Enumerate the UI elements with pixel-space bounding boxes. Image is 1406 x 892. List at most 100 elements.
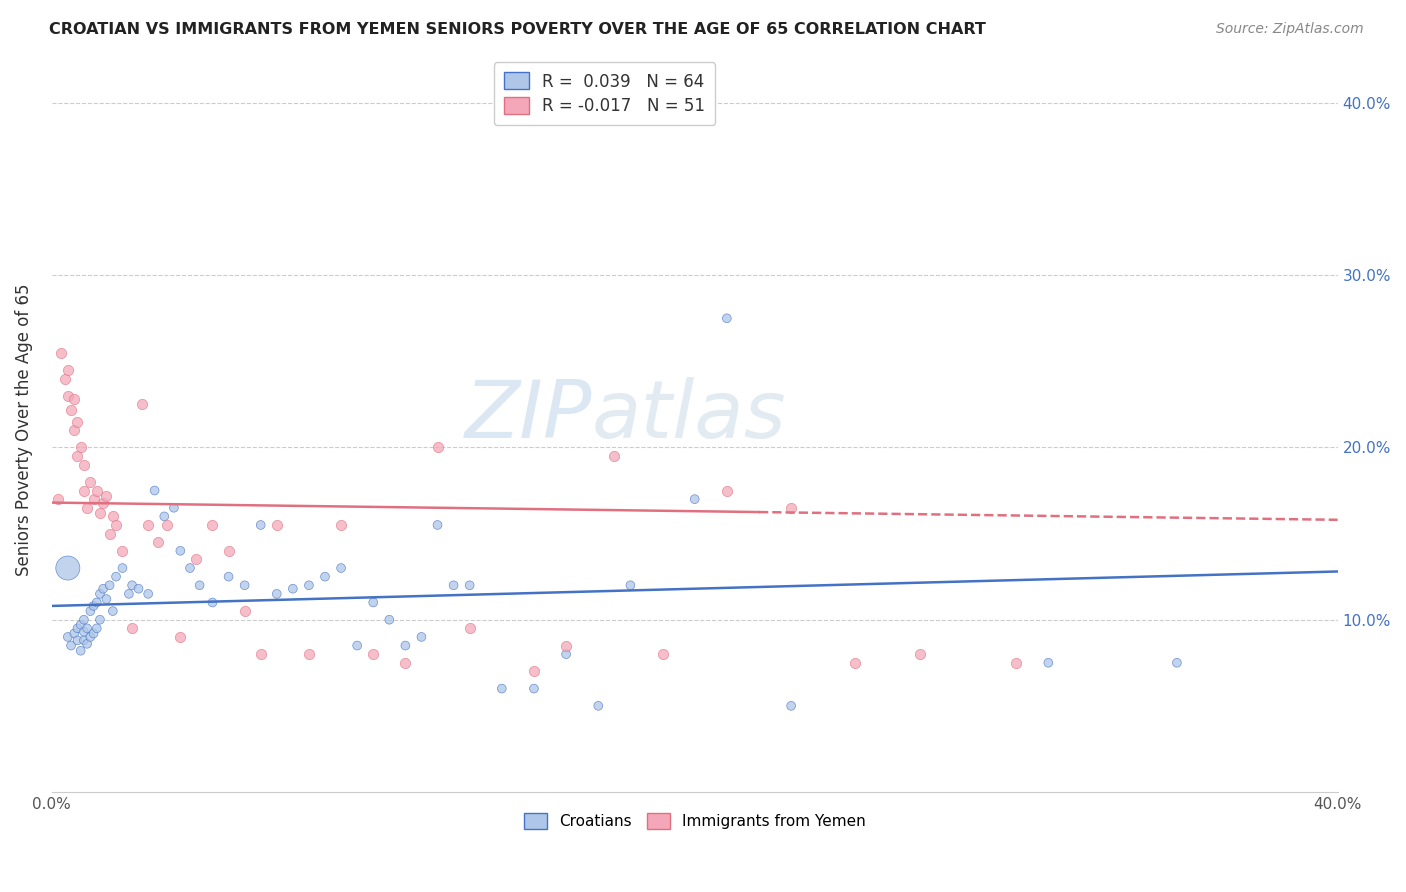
Point [266, 587, 288, 601]
Point [101, 509, 124, 524]
Point [603, 449, 626, 463]
Point [83, 626, 105, 640]
Point [83, 599, 105, 613]
Point [91, 495, 114, 509]
Point [56, 630, 79, 644]
Point [651, 647, 673, 661]
Point [89, 613, 111, 627]
Point [73, 633, 96, 648]
Point [555, 647, 578, 661]
Point [716, 311, 738, 326]
Point [63, 626, 86, 640]
Point [76, 637, 98, 651]
Point [69, 441, 91, 455]
Point [143, 483, 166, 498]
Point [298, 578, 321, 592]
Point [98, 526, 121, 541]
Text: atlas: atlas [592, 376, 786, 455]
Point [188, 578, 211, 592]
Point [169, 544, 191, 558]
Point [105, 518, 128, 533]
Point [66, 415, 89, 429]
Point [79, 630, 101, 644]
Point [1166, 656, 1188, 670]
Point [361, 647, 384, 661]
Point [378, 613, 401, 627]
Point [346, 639, 368, 653]
Point [73, 624, 96, 639]
Text: Source: ZipAtlas.com: Source: ZipAtlas.com [1216, 22, 1364, 37]
Point [136, 518, 159, 533]
Point [443, 578, 465, 592]
Point [780, 698, 803, 713]
Point [91, 582, 114, 596]
Point [63, 392, 86, 407]
Point [908, 647, 931, 661]
Point [491, 681, 513, 696]
Point [86, 483, 108, 498]
Text: CROATIAN VS IMMIGRANTS FROM YEMEN SENIORS POVERTY OVER THE AGE OF 65 CORRELATION: CROATIAN VS IMMIGRANTS FROM YEMEN SENIOR… [49, 22, 986, 37]
Point [426, 441, 449, 455]
Point [53, 371, 76, 385]
Point [86, 595, 108, 609]
Point [69, 618, 91, 632]
Point [619, 578, 641, 592]
Point [79, 604, 101, 618]
Point [63, 423, 86, 437]
Point [523, 665, 546, 679]
Point [249, 647, 271, 661]
Point [60, 639, 83, 653]
Point [111, 561, 134, 575]
Point [76, 500, 98, 515]
Point [1038, 656, 1060, 670]
Point [121, 578, 143, 592]
Point [131, 397, 153, 411]
Point [73, 483, 96, 498]
Point [426, 518, 449, 533]
Point [118, 587, 141, 601]
Point [716, 483, 738, 498]
Text: ZIP: ZIP [464, 376, 592, 455]
Point [780, 500, 803, 515]
Point [66, 621, 89, 635]
Point [330, 518, 353, 533]
Point [83, 492, 105, 507]
Point [89, 587, 111, 601]
Point [186, 552, 208, 566]
Point [73, 458, 96, 472]
Point [201, 518, 224, 533]
Point [46, 492, 69, 507]
Point [458, 621, 481, 635]
Point [281, 582, 304, 596]
Point [105, 569, 128, 583]
Point [96, 489, 118, 503]
Point [69, 644, 91, 658]
Point [411, 630, 433, 644]
Point [394, 656, 416, 670]
Point [101, 604, 124, 618]
Point [394, 639, 416, 653]
Point [56, 363, 79, 377]
Point [218, 569, 240, 583]
Point [76, 621, 98, 635]
Point [86, 621, 108, 635]
Point [266, 518, 288, 533]
Point [136, 587, 159, 601]
Point [555, 639, 578, 653]
Point [1005, 656, 1028, 670]
Point [56, 561, 79, 575]
Point [169, 630, 191, 644]
Point [523, 681, 546, 696]
Point [79, 475, 101, 489]
Legend: Croatians, Immigrants from Yemen: Croatians, Immigrants from Yemen [517, 806, 872, 835]
Point [298, 647, 321, 661]
Point [146, 535, 169, 549]
Y-axis label: Seniors Poverty Over the Age of 65: Seniors Poverty Over the Age of 65 [15, 284, 32, 576]
Point [128, 582, 150, 596]
Point [683, 492, 706, 507]
Point [249, 518, 271, 533]
Point [218, 544, 240, 558]
Point [121, 621, 143, 635]
Point [201, 595, 224, 609]
Point [361, 595, 384, 609]
